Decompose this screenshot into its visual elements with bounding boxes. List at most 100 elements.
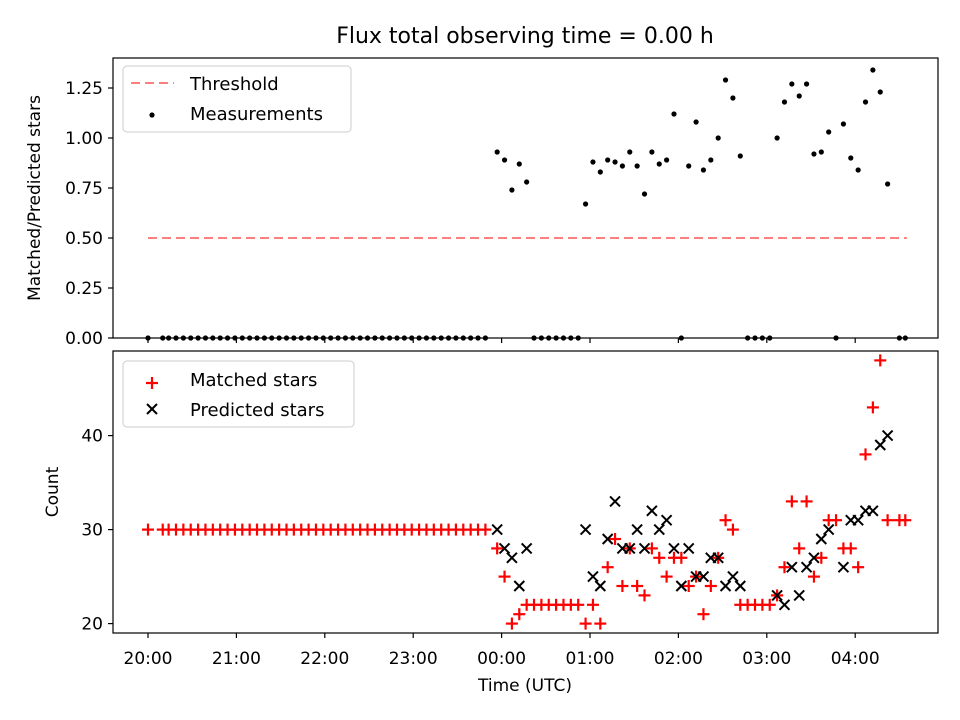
flux-ratio-y-tick-label: 1.00 <box>65 129 103 149</box>
measurement-point <box>671 111 677 117</box>
figure-title: Flux total observing time = 0.00 h <box>336 24 714 49</box>
matched-star-point <box>601 561 614 574</box>
measurement-point <box>715 135 721 141</box>
predicted-star-point <box>675 580 688 592</box>
predicted-star-point <box>793 589 805 602</box>
matched-star-point <box>653 551 666 564</box>
measurement-point <box>649 149 655 155</box>
predicted-star-point <box>867 505 879 517</box>
matched-star-point <box>638 589 651 602</box>
star-count-legend: Matched stars Predicted stars <box>122 360 355 428</box>
flux-ratio-y-tick-label: 0.50 <box>65 229 103 249</box>
predicted-star-point <box>786 561 798 573</box>
matched-star-point <box>815 551 828 564</box>
flux-ratio-y-axis-label: Matched/Predicted stars <box>25 95 45 301</box>
predicted-star-point <box>778 599 791 611</box>
x-tick-label: 22:00 <box>300 649 349 669</box>
predicted-star-point <box>491 523 503 536</box>
predicted-star-point <box>822 523 835 536</box>
measurement-point <box>789 81 795 87</box>
matched-star-point <box>609 533 622 545</box>
predicted-star-point <box>506 552 518 564</box>
matched-star-point <box>491 542 504 555</box>
predicted-star-point <box>520 542 533 555</box>
matched-star-point <box>513 608 526 621</box>
x-tick-label: 23:00 <box>389 649 438 669</box>
x-axis-label: Time (UTC) <box>477 676 572 696</box>
measurement-point <box>885 181 891 187</box>
measurement-point <box>848 155 854 161</box>
matched-star-point <box>852 561 865 574</box>
predicted-star-point <box>601 533 614 545</box>
star-count-plot-area <box>142 354 912 630</box>
predicted-legend-label: Predicted stars <box>190 400 324 421</box>
predicted-star-point <box>579 523 592 536</box>
measurement-point <box>826 129 832 135</box>
matched-star-point <box>505 617 518 630</box>
predicted-star-point <box>587 570 599 583</box>
matched-star-point <box>498 570 511 583</box>
predicted-star-point <box>800 561 813 573</box>
matched-star-point <box>874 354 887 367</box>
predicted-star-point <box>660 514 673 526</box>
measurement-point <box>693 119 699 125</box>
matched-star-point <box>778 561 791 574</box>
matched-star-point <box>881 514 894 527</box>
star-count-legend-box <box>122 360 355 428</box>
predicted-star-point <box>498 542 511 555</box>
predicted-star-point <box>727 570 739 583</box>
predicted-star-point <box>874 439 886 451</box>
threshold-legend-label: Threshold <box>189 74 279 95</box>
predicted-star-point <box>808 552 820 564</box>
measurement-point <box>840 121 847 127</box>
measurement-point <box>818 149 824 155</box>
measurement-point <box>664 157 670 163</box>
star-count-axes-frame <box>112 350 939 634</box>
measurement-point <box>722 77 729 83</box>
matched-star-point <box>793 542 806 555</box>
matched-star-point <box>807 570 820 583</box>
measurement-point <box>686 163 692 169</box>
measurement-point <box>501 157 508 163</box>
predicted-star-point <box>852 514 864 526</box>
matched-star-point <box>660 570 673 583</box>
star-count-x-ticks: 20:00 21:00 22:00 23:00 00:00 01:00 02:00 03:00… <box>124 633 880 669</box>
predicted-star-point <box>631 523 643 536</box>
x-tick-label: 01:00 <box>566 649 615 669</box>
flux-ratio-y-ticks: 0.00 0.25 0.50 0.75 1.00 1.25 <box>65 79 113 349</box>
star-count-y-tick-label: 30 <box>81 521 103 541</box>
x-tick-label: 00:00 <box>477 649 526 669</box>
matched-star-point <box>594 617 607 630</box>
measurement-point <box>700 167 707 173</box>
flux-ratio-legend: Threshold Measurements <box>122 65 352 133</box>
predicted-star-point <box>624 542 636 555</box>
measurement-point <box>627 149 633 155</box>
measurement-point <box>774 135 780 141</box>
measurement-point <box>656 161 662 167</box>
matched-star-point <box>899 514 912 527</box>
predicted-star-point <box>653 523 665 536</box>
predicted-star-point <box>712 552 724 564</box>
flux-ratio-panel: 0.00 0.25 0.50 0.75 1.00 1.25 Matched/Predict… <box>25 57 939 349</box>
measurement-point <box>796 93 802 99</box>
flux-ratio-y-tick-label: 0.75 <box>65 179 103 199</box>
measurement-point <box>494 149 500 155</box>
matched-star-point <box>572 598 585 611</box>
matched-star-point <box>682 580 695 592</box>
star-count-y-tick-label: 40 <box>81 427 103 447</box>
predicted-star-point <box>771 589 783 602</box>
predicted-star-point <box>646 505 658 517</box>
predicted-star-point <box>609 495 621 508</box>
matched-star-point <box>479 523 492 536</box>
matched-star-point <box>579 617 592 630</box>
measurement-point <box>597 169 603 175</box>
measurement-point <box>524 179 530 185</box>
flux-ratio-y-tick-label: 1.25 <box>65 79 103 99</box>
matched-star-point <box>719 514 732 527</box>
predicted-star-point <box>881 429 894 442</box>
measurement-point <box>516 161 522 167</box>
measurement-point <box>641 191 648 197</box>
measurement-point <box>862 99 869 105</box>
measurement-point <box>811 151 817 157</box>
